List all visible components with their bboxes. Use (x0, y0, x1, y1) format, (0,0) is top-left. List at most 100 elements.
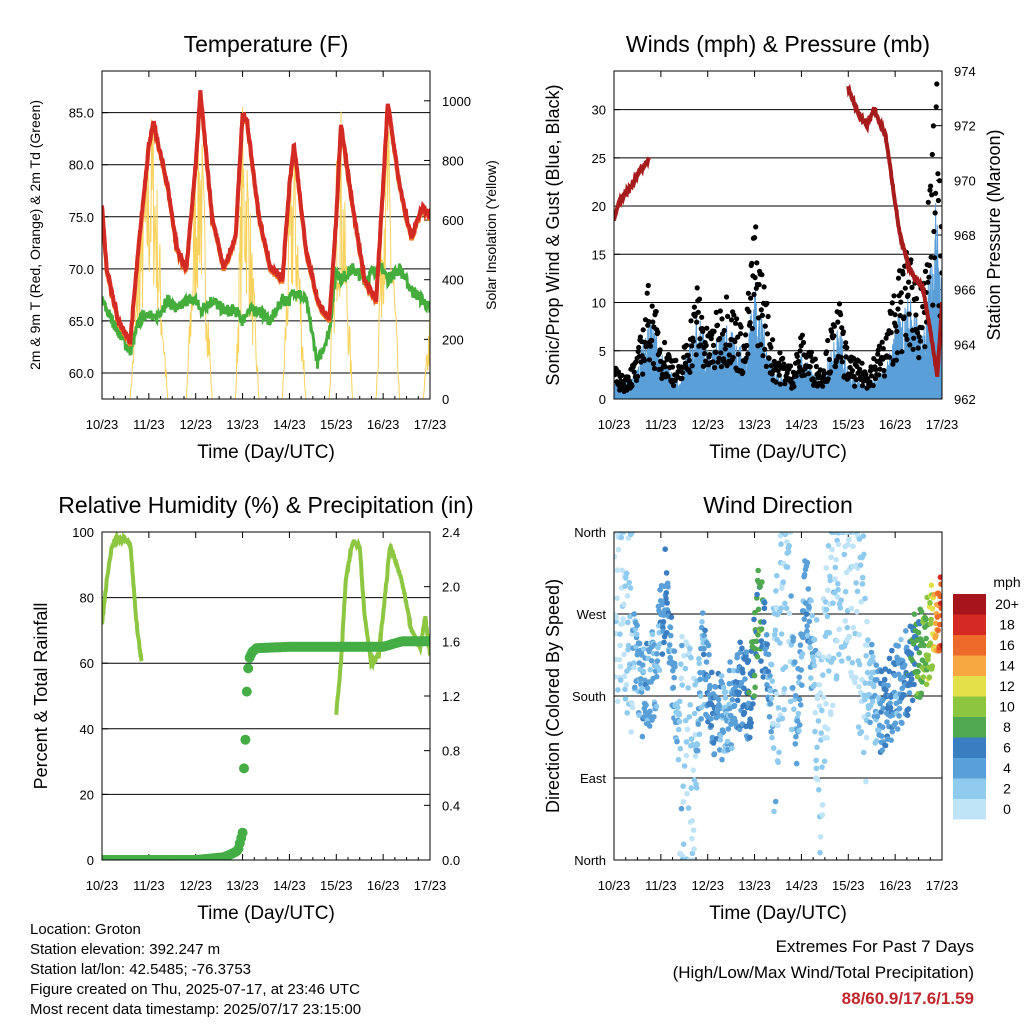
gust-point (680, 370, 686, 376)
direction-ytick-label: South (572, 689, 606, 704)
direction-point (925, 652, 932, 659)
gust-point (653, 309, 659, 315)
direction-point (705, 642, 712, 649)
gust-point (935, 51, 940, 56)
wind-xtick-label: 15/23 (832, 417, 865, 432)
temperature-ytick-right-label: 0 (442, 392, 449, 407)
direction-point (856, 683, 862, 690)
direction-point (617, 631, 623, 637)
direction-point (804, 623, 810, 629)
direction-point (888, 737, 894, 743)
direction-point (862, 595, 868, 602)
direction-point (746, 689, 752, 696)
gust-point (726, 352, 732, 358)
direction-point (842, 588, 849, 595)
direction-point (886, 655, 893, 662)
gust-point (711, 328, 717, 334)
legend-swatch (953, 778, 986, 799)
direction-point (634, 622, 640, 629)
gust-point (893, 357, 899, 363)
direction-point (818, 730, 824, 736)
rain-point (237, 827, 248, 838)
direction-point (910, 641, 917, 647)
direction-point (826, 630, 833, 636)
gust-point (689, 363, 695, 369)
direction-point (695, 721, 702, 727)
direction-point (792, 659, 798, 665)
gust-point (721, 327, 727, 334)
direction-point (813, 757, 819, 764)
direction-point (827, 577, 833, 584)
gust-point (826, 356, 833, 362)
direction-point (729, 745, 735, 752)
gust-point (901, 314, 907, 320)
gust-point (734, 316, 740, 322)
temperature-xtick-label: 16/23 (367, 417, 400, 432)
gust-point (930, 123, 937, 129)
direction-point (892, 720, 899, 726)
gust-point (693, 352, 699, 358)
direction-point (701, 632, 707, 639)
gust-point (764, 331, 771, 337)
gust-point (686, 357, 692, 363)
direction-point (642, 677, 648, 684)
temperature-xtick-label: 12/23 (179, 417, 212, 432)
direction-point (629, 532, 636, 535)
direction-point (937, 600, 942, 607)
gust-point (895, 275, 902, 281)
gust-point (916, 334, 922, 340)
direction-point (903, 628, 909, 634)
gust-point (911, 335, 917, 341)
direction-point (863, 653, 869, 659)
direction-point (854, 608, 860, 615)
direction-point (692, 753, 699, 759)
direction-point (829, 546, 835, 553)
extremes-title: Extremes For Past 7 Days (775, 937, 974, 956)
gust-point (770, 337, 776, 343)
direction-point (696, 660, 702, 667)
gust-point (844, 345, 850, 351)
gust-point (780, 355, 786, 361)
gust-point (895, 306, 901, 312)
direction-point (681, 763, 688, 769)
gust-point (933, 190, 939, 196)
direction-point (863, 734, 870, 741)
gust-point (714, 322, 721, 328)
wind-xtick-label: 14/23 (785, 417, 818, 432)
gust-point (806, 371, 812, 377)
direction-point (819, 802, 826, 808)
direction-point (691, 846, 697, 852)
direction-point (799, 682, 805, 688)
direction-point (770, 745, 777, 751)
direction-point (824, 613, 831, 620)
direction-point (816, 703, 823, 709)
gust-point (719, 316, 725, 322)
gust-point (888, 329, 894, 336)
gust-point (662, 364, 668, 370)
direction-point (819, 707, 825, 714)
gust-point (689, 343, 695, 349)
direction-point (631, 611, 637, 617)
gust-point (802, 372, 808, 378)
direction-point (727, 659, 733, 665)
gust-point (764, 300, 770, 306)
humidity-xtick-label: 16/23 (367, 878, 400, 893)
direction-point (819, 764, 825, 770)
wind-title: Winds (mph) & Pressure (mb) (626, 31, 930, 57)
humidity-ytick-label: 60 (80, 656, 94, 671)
gust-point (902, 285, 908, 291)
direction-point (754, 653, 761, 660)
direction-point (874, 713, 881, 720)
gust-point (883, 335, 889, 341)
direction-panel: Wind Direction North East South West North 10/… (543, 492, 1021, 924)
direction-point (657, 641, 663, 647)
direction-point (833, 556, 839, 563)
gust-point (621, 381, 627, 387)
direction-point (863, 778, 869, 785)
direction-point (797, 722, 803, 728)
gust-point (646, 319, 652, 325)
wind-xtick-label: 10/23 (598, 417, 631, 432)
gust-point (646, 357, 653, 363)
wind-ylabel-right: Station Pressure (Maroon) (984, 129, 1004, 340)
direction-point (643, 702, 649, 708)
